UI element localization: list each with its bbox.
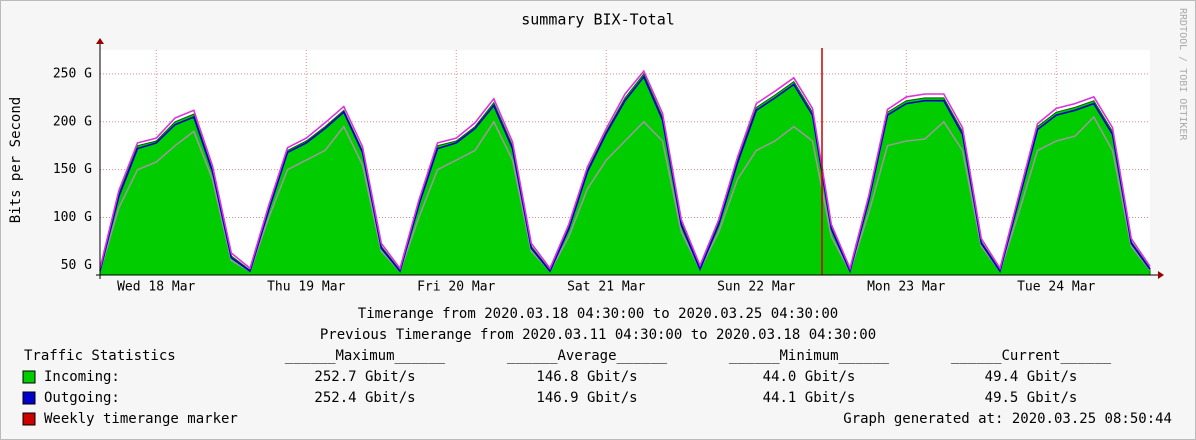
y-tick-label: 50 G — [61, 258, 92, 273]
chart-title: summary BIX-Total — [521, 11, 675, 29]
y-tick-label: 100 G — [53, 210, 92, 225]
side-text: RRDTOOL / TOBI OETIKER — [1177, 8, 1188, 141]
y-tick-label: 200 G — [53, 114, 92, 129]
x-tick-label: Wed 18 Mar — [117, 280, 195, 295]
stat-value: 252.7 Gbit/s — [314, 369, 415, 385]
x-arrow — [1158, 271, 1164, 279]
line — [99, 69, 1151, 271]
x-tick-label: Thu 19 Mar — [267, 280, 345, 295]
generated: Graph generated at: 2020.03.25 08:50:44 — [843, 411, 1172, 427]
legend-swatch — [22, 391, 36, 405]
stat-value: 44.0 Gbit/s — [763, 369, 856, 385]
y-tick-label: 250 G — [53, 66, 92, 81]
legend-label: Weekly timerange marker — [44, 411, 238, 427]
y-axis-label: Bits per Second — [8, 97, 24, 223]
x-tick-label: Tue 24 Mar — [1017, 280, 1095, 295]
stats-header: ______Maximum______ — [285, 348, 446, 364]
stats-title: Traffic Statistics — [24, 348, 176, 364]
x-tick-label: Mon 23 Mar — [867, 280, 945, 295]
marks — [99, 69, 1151, 276]
previous-timerange: Previous Timerange from 2020.03.11 04:30… — [320, 327, 876, 343]
stat-value: 146.9 Gbit/s — [536, 390, 637, 406]
stat-value: 252.4 Gbit/s — [314, 390, 415, 406]
y-tick-label: 150 G — [53, 162, 92, 177]
stat-value: 49.4 Gbit/s — [985, 369, 1078, 385]
line — [99, 115, 1151, 274]
stats-header: ______Average______ — [507, 348, 668, 364]
stat-value: 44.1 Gbit/s — [763, 390, 856, 406]
x-tick-label: Sat 21 Mar — [567, 280, 645, 295]
legend-swatch — [22, 412, 36, 426]
timerange: Timerange from 2020.03.18 04:30:00 to 20… — [358, 306, 838, 322]
legend-label: Incoming: — [44, 369, 120, 385]
stats-header: ______Current______ — [951, 348, 1112, 364]
line — [99, 75, 1151, 274]
legend-swatch — [22, 370, 36, 384]
legend-label: Outgoing: — [44, 390, 120, 406]
x-tick-label: Fri 20 Mar — [417, 280, 495, 295]
x-tick-label: Sun 22 Mar — [717, 280, 795, 295]
y-arrow — [96, 38, 104, 44]
stat-value: 49.5 Gbit/s — [985, 390, 1078, 406]
stat-value: 146.8 Gbit/s — [536, 369, 637, 385]
stats-header: ______Minimum______ — [729, 348, 890, 364]
